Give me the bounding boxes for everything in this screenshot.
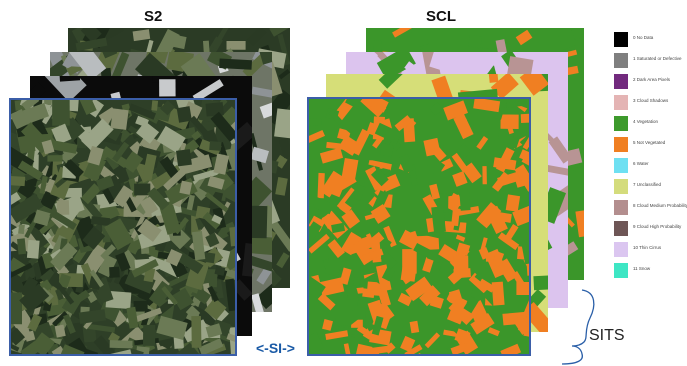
- legend-swatch: [614, 95, 628, 110]
- s2-image-front: [9, 98, 237, 356]
- scl-title: SCL: [426, 8, 456, 25]
- s2-title: S2: [144, 8, 163, 25]
- legend-swatch: [614, 263, 628, 278]
- legend-swatch: [614, 32, 628, 47]
- image-texture: [11, 100, 235, 354]
- legend-swatch: [614, 221, 628, 236]
- legend-label: 1 Saturated or Defective: [633, 56, 682, 61]
- legend-swatch: [614, 242, 628, 257]
- legend-label: 9 Cloud High Probability: [633, 224, 682, 229]
- legend-label: 7 Unclassified: [633, 182, 662, 187]
- sits-brace: [561, 289, 595, 365]
- legend-label: 8 Cloud Medium Probability: [633, 203, 687, 208]
- legend-swatch: [614, 200, 628, 215]
- image-texture: [309, 99, 529, 354]
- legend-label: 11 Snow: [633, 266, 651, 271]
- legend-swatch: [614, 179, 628, 194]
- si-label: <-SI->: [256, 340, 295, 356]
- legend-swatch: [614, 158, 628, 173]
- legend-swatch: [614, 53, 628, 68]
- sits-label: SITS: [589, 327, 625, 344]
- scl-map-front: [307, 97, 531, 356]
- legend-swatch: [614, 74, 628, 89]
- legend-label: 2 Dark Area Pixels: [633, 77, 671, 82]
- legend-label: 6 Water: [633, 161, 649, 166]
- legend-label: 0 No Data: [633, 35, 654, 40]
- legend-label: 4 Vegetation: [633, 119, 659, 124]
- legend-label: 3 Cloud Shadows: [633, 98, 669, 103]
- legend-label: 5 Not Vegetated: [633, 140, 666, 145]
- legend-label: 10 Thin Cirrus: [633, 245, 662, 250]
- legend-swatch: [614, 137, 628, 152]
- legend-swatch: [614, 116, 628, 131]
